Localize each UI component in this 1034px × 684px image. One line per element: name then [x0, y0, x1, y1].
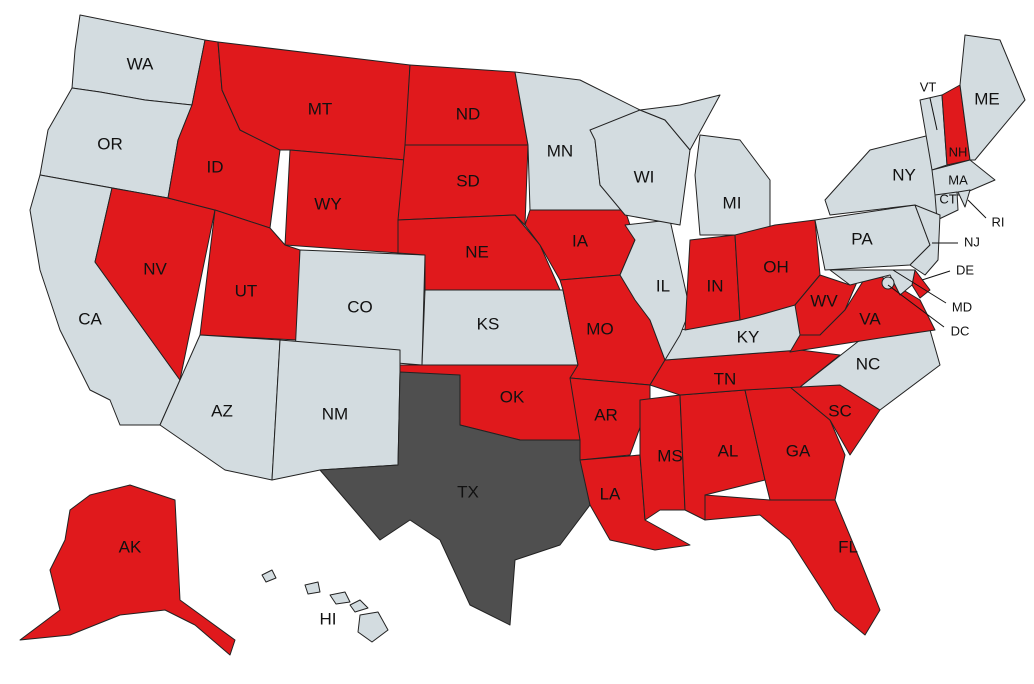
state-label-sd: SD [456, 171, 480, 190]
state-label-nj: NJ [964, 234, 980, 249]
state-label-vt: VT [920, 79, 937, 94]
state-label-ar: AR [594, 405, 618, 424]
state-label-il: IL [656, 276, 670, 295]
state-label-hi: HI [320, 609, 337, 628]
state-label-ut: UT [235, 281, 258, 300]
state-label-ma: MA [948, 172, 968, 187]
leader-line-vt [929, 97, 938, 131]
state-labels: WA OR CA NV ID MT WY UT CO AZ NM ND SD NE KS OK TX MN IA MO… [78, 54, 1004, 628]
state-label-ak: AK [119, 537, 142, 556]
state-label-nd: ND [456, 104, 481, 123]
state-label-ia: IA [572, 231, 589, 250]
state-ut [199, 209, 301, 341]
state-label-wa: WA [127, 54, 154, 73]
state-nv [94, 187, 216, 381]
state-shapes [19, 14, 1026, 656]
state-hi [349, 599, 369, 613]
state-label-al: AL [718, 441, 739, 460]
state-label-nm: NM [322, 404, 348, 423]
state-label-de: DE [956, 262, 974, 277]
state-hi [329, 591, 351, 605]
state-label-az: AZ [211, 401, 233, 420]
state-label-fl: FL [838, 537, 858, 556]
state-label-nh: NH [949, 144, 968, 159]
state-label-mt: MT [308, 99, 333, 118]
leader-line-md [892, 269, 947, 304]
state-label-wi: WI [634, 167, 655, 186]
state-label-ny: NY [892, 165, 916, 184]
state-label-ms: MS [657, 446, 683, 465]
leader-line-dc [887, 284, 945, 328]
leader-line-ri [967, 199, 987, 219]
state-label-oh: OH [763, 257, 789, 276]
state-label-wv: WV [810, 291, 838, 310]
state-ks [421, 289, 579, 366]
state-label-mi: MI [723, 193, 742, 212]
state-mi [639, 94, 721, 151]
state-nj [909, 204, 941, 276]
state-label-ne: NE [465, 242, 489, 261]
state-hi [304, 581, 321, 595]
leader-line-de [921, 270, 951, 281]
state-ri [957, 189, 971, 208]
state-tx [319, 371, 591, 626]
state-dc [881, 276, 895, 290]
state-label-mn: MN [547, 141, 573, 160]
state-label-dc: DC [951, 323, 970, 338]
state-sd [397, 144, 529, 226]
state-label-ky: KY [737, 327, 760, 346]
state-label-co: CO [347, 297, 373, 316]
state-label-wy: WY [314, 194, 341, 213]
state-label-sc: SC [828, 401, 852, 420]
state-label-nc: NC [856, 354, 881, 373]
state-label-or: OR [97, 134, 123, 153]
state-label-tx: TX [457, 482, 479, 501]
state-label-pa: PA [851, 229, 873, 248]
state-fl [704, 494, 881, 636]
state-mi [694, 134, 771, 236]
state-ct [934, 191, 959, 221]
state-label-ct: CT [939, 191, 956, 206]
state-label-nv: NV [143, 259, 167, 278]
state-label-me: ME [974, 89, 1000, 108]
state-label-md: MD [952, 299, 972, 314]
state-ma [931, 159, 996, 196]
state-label-in: IN [707, 276, 724, 295]
state-hi [261, 569, 277, 583]
state-ak [19, 484, 236, 656]
state-label-ca: CA [78, 309, 102, 328]
state-label-ks: KS [477, 314, 500, 333]
state-il [619, 219, 691, 361]
state-wy [284, 149, 406, 254]
state-label-va: VA [859, 309, 881, 328]
state-label-mo: MO [586, 319, 613, 338]
state-label-tn: TN [714, 369, 737, 388]
state-label-ok: OK [500, 387, 525, 406]
state-label-ri: RI [992, 214, 1005, 229]
state-label-ga: GA [786, 441, 811, 460]
state-hi [357, 611, 389, 643]
label-leader-lines [887, 97, 987, 328]
state-md [829, 269, 916, 296]
state-label-id: ID [207, 157, 224, 176]
state-label-la: LA [600, 484, 621, 503]
